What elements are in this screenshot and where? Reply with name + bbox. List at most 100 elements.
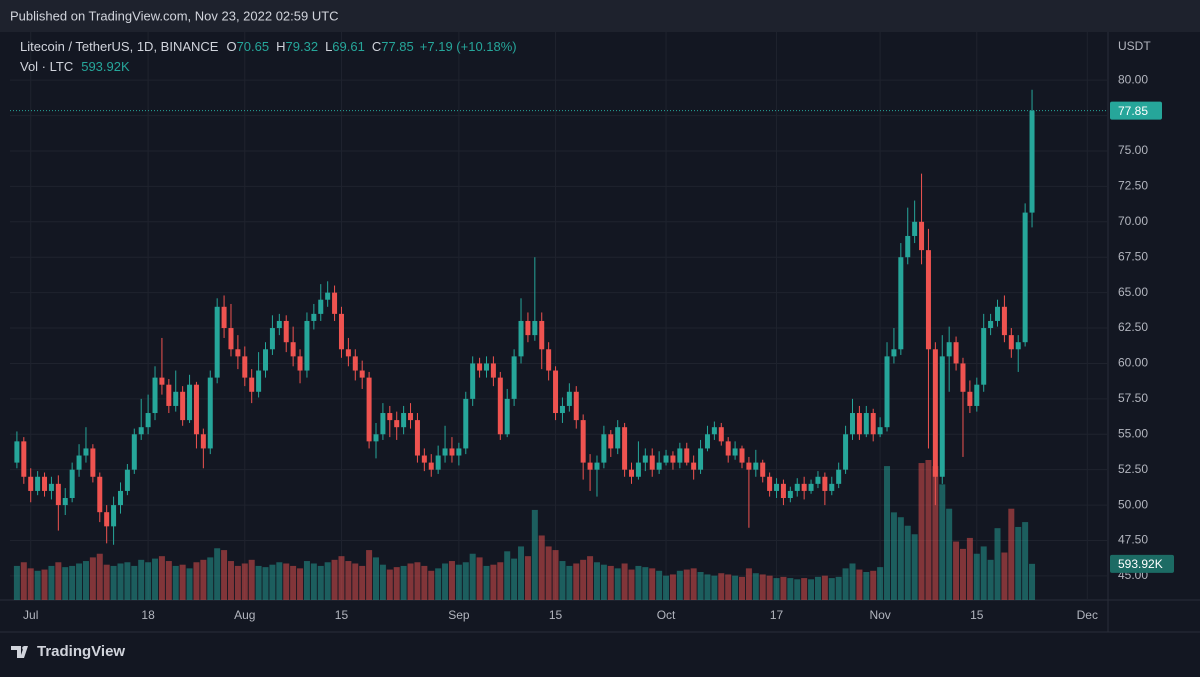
y-tick-label: 72.50	[1118, 179, 1148, 193]
volume-bar	[490, 564, 497, 600]
ohlc-value: 70.65	[237, 39, 270, 54]
tradingview-logo	[11, 646, 28, 658]
volume-bar	[504, 551, 511, 600]
volume-bar	[704, 574, 711, 600]
candle-body	[663, 455, 669, 463]
volume-bar	[884, 466, 891, 600]
volume-bar	[303, 561, 310, 600]
candle-body	[76, 455, 82, 470]
ohlc-key: H	[276, 39, 285, 54]
x-tick-label: Sep	[448, 608, 470, 622]
candle-body	[166, 384, 172, 406]
volume-bar	[379, 564, 386, 600]
x-tick-label: Jul	[23, 608, 38, 622]
candle-body	[718, 427, 724, 442]
volume-bar	[310, 563, 317, 600]
volume-bar	[145, 562, 152, 600]
volume-bar	[152, 558, 159, 600]
candle-body	[684, 448, 690, 463]
candle-body	[394, 420, 400, 428]
candle-body	[401, 413, 407, 428]
volume-bar	[366, 550, 373, 600]
volume-bar	[718, 573, 725, 600]
volume-bar	[518, 546, 525, 600]
candle-body	[725, 441, 731, 456]
candle-body	[580, 420, 586, 463]
candle-body	[14, 441, 20, 463]
volume-bar	[531, 509, 538, 600]
candle-body	[373, 434, 379, 442]
volume-bar	[511, 558, 518, 600]
candle-body	[677, 448, 683, 463]
candle-body	[691, 462, 697, 470]
volume-bar	[1029, 563, 1036, 600]
candle-body	[822, 476, 828, 491]
volume-bar	[41, 569, 48, 600]
volume-bar	[297, 568, 304, 600]
volume-bar	[331, 559, 338, 600]
volume-bar	[925, 460, 932, 600]
volume-bar	[27, 568, 34, 600]
candle-body	[200, 434, 206, 449]
x-tick-label: 15	[970, 608, 984, 622]
volume-bar	[614, 568, 621, 600]
candle-body	[42, 476, 48, 491]
candle-body	[870, 413, 876, 435]
volume-bar	[13, 565, 20, 600]
candle-body	[380, 413, 386, 435]
volume-bar	[669, 574, 676, 600]
candle-body	[456, 448, 462, 456]
candle-body	[849, 413, 855, 435]
legend: Litecoin / TetherUS, 1D, BINANCE O70.65 H7…	[20, 39, 517, 74]
volume-bar	[172, 565, 179, 600]
volume-bar	[656, 570, 663, 600]
candle-body	[808, 483, 814, 491]
volume-bar	[607, 565, 614, 600]
candle-body	[981, 328, 987, 385]
candle-body	[504, 398, 510, 435]
last-price-tag	[1110, 101, 1162, 120]
candle-body	[117, 490, 123, 506]
volume-bar	[593, 562, 600, 600]
candle-body	[387, 413, 393, 421]
last-volume-tag	[1110, 554, 1174, 573]
candle-body	[138, 427, 144, 435]
volume-bar	[103, 564, 110, 600]
candle-body	[746, 462, 752, 470]
volume-bar	[117, 563, 124, 600]
candle-body	[905, 235, 911, 258]
candle-body	[263, 349, 269, 371]
volume-bar	[317, 565, 324, 600]
x-tick-label: 15	[549, 608, 563, 622]
volume-bar	[801, 578, 808, 600]
ohlc-key: O	[226, 39, 236, 54]
y-tick-label: 65.00	[1118, 285, 1148, 299]
last-price-label: 77.85	[1118, 104, 1148, 118]
volume-bar	[1015, 526, 1022, 600]
candle-body	[656, 462, 662, 470]
candle-body	[553, 370, 559, 414]
candle-body	[698, 448, 704, 470]
volume-bar	[34, 570, 41, 600]
candle-body	[1029, 110, 1035, 213]
candle-body	[587, 462, 593, 470]
candle-body	[207, 377, 213, 449]
volume-bar	[373, 557, 379, 600]
volume-bar	[20, 562, 27, 600]
symbol-title: Litecoin / TetherUS, 1D, BINANCE	[20, 39, 219, 54]
candle-body	[953, 342, 959, 364]
candle-body	[711, 427, 717, 435]
volume-bar	[290, 565, 297, 600]
y-tick-label: 62.50	[1118, 320, 1148, 334]
candle-body	[863, 413, 869, 435]
volume-bar	[110, 565, 117, 600]
y-axis-unit: USDT	[1118, 39, 1151, 53]
volume-bar	[566, 565, 573, 600]
volume-value: 593.92K	[81, 59, 130, 74]
volume-bar	[352, 563, 359, 600]
volume-bar	[877, 567, 884, 600]
candle-body	[421, 455, 427, 463]
volume-bar	[939, 484, 946, 600]
candle-body	[463, 398, 469, 449]
volume-bar	[946, 508, 953, 600]
